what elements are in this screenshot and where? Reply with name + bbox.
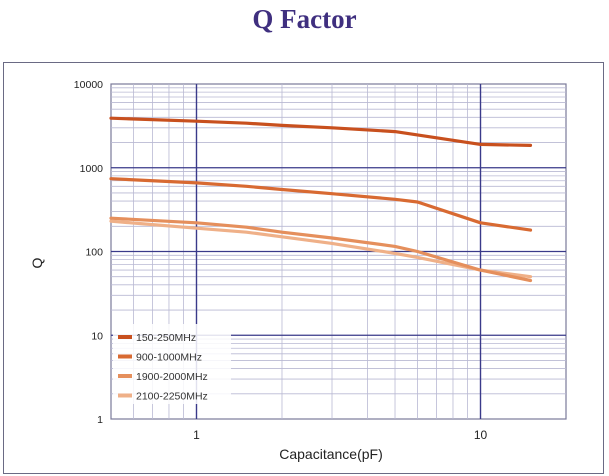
legend: 150-250MHz 900-1000MHz 1900-2000MHz 2100-22… <box>113 324 231 404</box>
legend-label: 2100-2250MHz <box>136 391 208 403</box>
series-line <box>109 116 533 148</box>
x-tick-label: 10 <box>474 428 488 442</box>
legend-label: 150-250MHz <box>136 332 196 344</box>
y-axis-label: Q <box>29 257 45 268</box>
y-tick-label: 1000 <box>80 163 104 175</box>
legend-label: 900-1000MHz <box>136 352 202 364</box>
y-tick-label: 100 <box>85 247 103 259</box>
page-title: Q Factor <box>252 4 357 34</box>
x-tick-label: 1 <box>193 428 200 442</box>
x-axis-label: Capacitance(pF) <box>279 446 383 462</box>
y-tick-label: 10 <box>91 330 103 342</box>
chart-frame: 1 10 100 1000 10000 1 10 Q Capacitance(pF) 15… <box>3 62 604 474</box>
y-tick-label: 10000 <box>74 79 103 91</box>
series-line <box>109 216 533 283</box>
x-tick-labels: 1 10 <box>193 428 487 442</box>
legend-box <box>113 324 231 404</box>
legend-label: 1900-2000MHz <box>136 371 208 383</box>
y-tick-label: 1 <box>97 414 103 426</box>
series-line <box>109 177 533 232</box>
series-lines <box>109 116 533 283</box>
series-line <box>109 219 533 279</box>
q-factor-chart: 1 10 100 1000 10000 1 10 Q Capacitance(pF) 15… <box>29 79 567 462</box>
y-tick-labels: 1 10 100 1000 10000 <box>74 79 103 426</box>
